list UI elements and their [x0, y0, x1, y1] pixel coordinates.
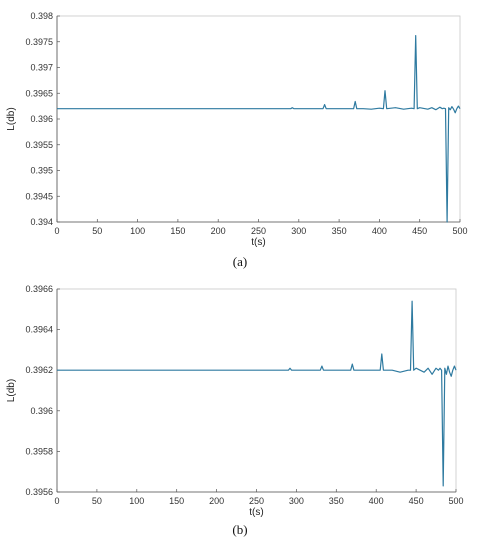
y-tick-label: 0.398	[30, 11, 53, 21]
y-tick-label: 0.394	[30, 217, 53, 227]
y-tick-label: 0.397	[30, 63, 53, 73]
y-tick-label: 0.3945	[25, 191, 53, 201]
x-tick-label: 0	[54, 496, 59, 506]
caption-b: (b)	[232, 522, 247, 537]
y-tick-label: 0.3975	[25, 37, 53, 47]
y-tick-label: 0.3956	[25, 487, 53, 497]
x-tick-label: 450	[409, 496, 424, 506]
series-line	[57, 35, 461, 223]
y-tick-label: 0.3966	[25, 284, 53, 294]
x-tick-label: 500	[448, 496, 463, 506]
y-tick-label: 0.3964	[25, 325, 53, 335]
plot-area	[56, 288, 457, 493]
series-line	[57, 300, 457, 487]
y-tick-label: 0.3962	[25, 365, 53, 375]
y-tick-label: 0.3965	[25, 88, 53, 98]
caption-a: (a)	[233, 254, 247, 269]
chart-a: 0 50 100 150 200 250 300 350 400 450 500 0.394 0.394…	[6, 11, 468, 248]
x-tick-label: 400	[372, 226, 387, 236]
x-tick-label: 150	[169, 496, 184, 506]
x-tick-label: 50	[92, 226, 102, 236]
y-tick-label: 0.396	[30, 114, 53, 124]
y-axis-label: L(db)	[6, 379, 17, 402]
x-axis-label: t(s)	[249, 507, 263, 518]
x-tick-label: 300	[291, 226, 306, 236]
x-tick-label: 300	[289, 496, 304, 506]
x-tick-label: 200	[209, 496, 224, 506]
x-tick-label: 500	[452, 226, 467, 236]
x-tick-label: 150	[170, 226, 185, 236]
x-tick-label: 50	[92, 496, 102, 506]
plot-area	[56, 15, 461, 223]
y-axis-label: L(db)	[6, 107, 17, 130]
x-tick-label: 450	[412, 226, 427, 236]
x-tick-label: 250	[251, 226, 266, 236]
x-tick-label: 100	[129, 496, 144, 506]
y-tick-label: 0.395	[30, 166, 53, 176]
y-tick-label: 0.3958	[25, 446, 53, 456]
chart-b: 0 50 100 150 200 250 300 350 400 450 500 0.3956 0.39…	[6, 284, 464, 518]
x-tick-label: 400	[369, 496, 384, 506]
x-tick-label: 200	[211, 226, 226, 236]
x-tick-label: 250	[249, 496, 264, 506]
x-tick-label: 350	[329, 496, 344, 506]
y-tick-label: 0.3955	[25, 140, 53, 150]
x-tick-label: 100	[130, 226, 145, 236]
y-tick-label: 0.396	[30, 406, 53, 416]
x-tick-label: 350	[332, 226, 347, 236]
x-tick-label: 0	[54, 226, 59, 236]
x-axis-label: t(s)	[251, 237, 265, 248]
